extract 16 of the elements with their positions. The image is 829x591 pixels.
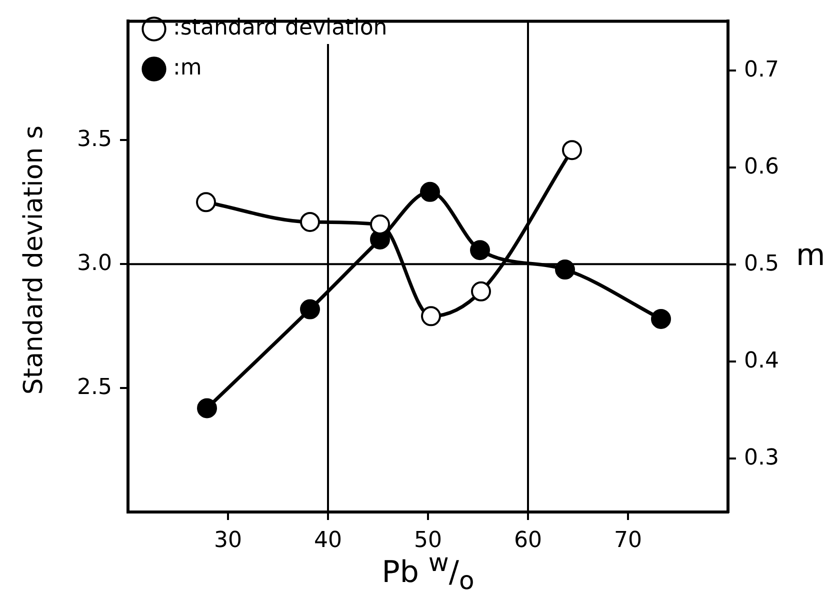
y2-tick-label: 0.4 (744, 348, 779, 374)
y2-tick-label: 0.6 (744, 154, 779, 180)
y2-tick-label: 0.7 (744, 57, 779, 82)
y2-tick-label: 0.5 (744, 251, 779, 276)
x-tick-label: 60 (514, 528, 542, 553)
x-tick-label: 40 (314, 528, 342, 553)
y-tick-label: 2.5 (77, 374, 112, 400)
y2-tick-label: 0.3 (744, 445, 779, 470)
y-axis-title: Standard deviation s (19, 125, 49, 395)
y-tick-label: 3.5 (77, 126, 112, 152)
legend-label: :m (173, 56, 202, 81)
x-tick-label: 30 (214, 528, 242, 553)
legend-label: :standard deviation (173, 16, 388, 41)
y-tick-label: 3.0 (77, 250, 112, 276)
x-tick-label: 70 (614, 528, 642, 553)
y2-axis-title: m (796, 238, 826, 273)
